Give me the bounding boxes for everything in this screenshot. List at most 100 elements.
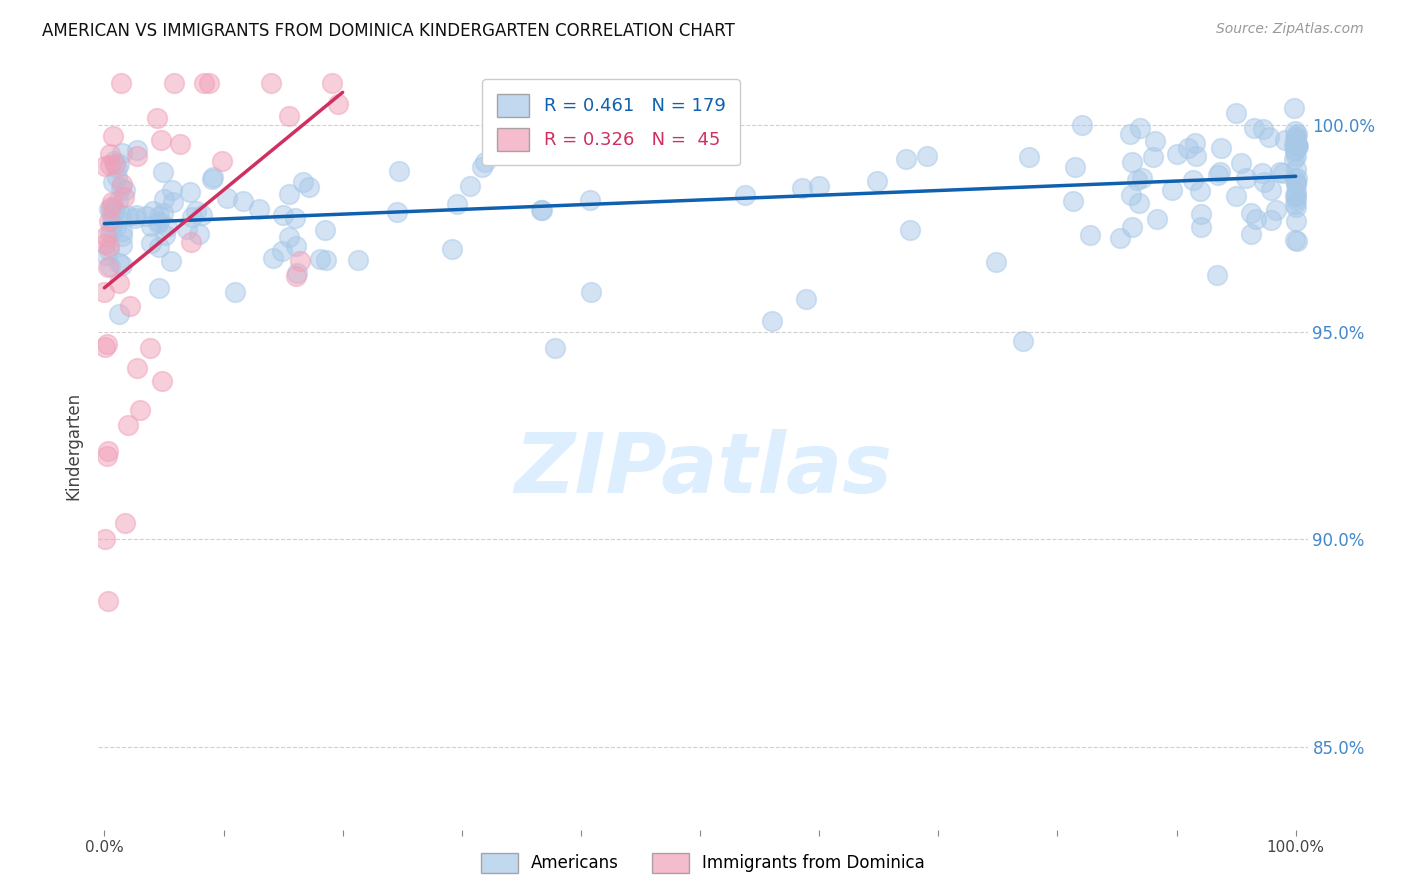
Immigrants from Dominica [94, 340, 117, 354]
Americans [1240, 205, 1263, 219]
Americans [124, 211, 146, 225]
Americans [1253, 175, 1275, 189]
Immigrants from Dominica [288, 254, 311, 268]
Americans [1284, 233, 1306, 247]
Americans [135, 209, 157, 223]
Americans [315, 252, 337, 267]
Immigrants from Dominica [197, 76, 219, 90]
Americans [104, 204, 127, 219]
Americans [111, 145, 134, 160]
Americans [915, 148, 938, 162]
Americans [191, 208, 214, 222]
Americans [1285, 193, 1308, 207]
Americans [179, 185, 201, 199]
Immigrants from Dominica [139, 342, 162, 356]
Americans [160, 253, 183, 268]
Americans [1144, 135, 1167, 149]
Americans [217, 191, 239, 205]
Americans [117, 209, 139, 223]
Immigrants from Dominica [97, 443, 120, 458]
Americans [1251, 166, 1274, 180]
Immigrants from Dominica [101, 195, 124, 210]
Immigrants from Dominica [117, 418, 139, 433]
Americans [1285, 130, 1308, 145]
Americans [387, 205, 409, 219]
Americans [298, 179, 321, 194]
Americans [103, 205, 125, 219]
Immigrants from Dominica [111, 177, 134, 191]
Immigrants from Dominica [112, 190, 135, 204]
Immigrants from Dominica [169, 137, 191, 152]
Americans [1284, 213, 1306, 227]
Americans [1208, 165, 1230, 179]
Americans [148, 239, 170, 253]
Americans [262, 252, 284, 266]
Americans [807, 179, 830, 194]
Americans [146, 216, 169, 230]
Immigrants from Dominica [149, 133, 172, 147]
Americans [1225, 105, 1247, 120]
Americans [1209, 141, 1232, 155]
Americans [986, 255, 1008, 269]
Immigrants from Dominica [93, 533, 115, 547]
Americans [1282, 137, 1305, 152]
Americans [734, 188, 756, 202]
Americans [471, 160, 494, 174]
Americans [1284, 172, 1306, 186]
Americans [1166, 146, 1188, 161]
Americans [184, 203, 207, 218]
Americans [108, 307, 131, 321]
Americans [285, 266, 308, 280]
Americans [232, 194, 254, 208]
Americans [176, 222, 198, 236]
Americans [1062, 194, 1084, 208]
Americans [1128, 196, 1150, 211]
Americans [347, 252, 370, 267]
Americans [1285, 138, 1308, 153]
Immigrants from Dominica [108, 276, 131, 290]
Americans [94, 247, 117, 261]
Immigrants from Dominica [97, 594, 120, 608]
Immigrants from Dominica [284, 269, 307, 284]
Legend: R = 0.461   N = 179, R = 0.326   N =  45: R = 0.461 N = 179, R = 0.326 N = 45 [482, 79, 740, 165]
Americans [761, 314, 783, 328]
Americans [1260, 212, 1282, 227]
Americans [440, 242, 463, 256]
Americans [224, 285, 246, 300]
Americans [153, 192, 176, 206]
Americans [104, 219, 127, 234]
Americans [181, 210, 204, 224]
Immigrants from Dominica [103, 129, 125, 144]
Americans [125, 143, 148, 157]
Americans [1012, 334, 1035, 349]
Americans [1078, 227, 1101, 242]
Americans [1284, 138, 1306, 153]
Americans [105, 170, 128, 185]
Americans [1271, 166, 1294, 180]
Americans [1285, 186, 1308, 200]
Americans [273, 208, 295, 222]
Americans [148, 209, 170, 223]
Immigrants from Dominica [127, 361, 149, 376]
Americans [285, 239, 308, 253]
Americans [101, 211, 124, 226]
Americans [1189, 219, 1212, 234]
Americans [1284, 144, 1306, 158]
Americans [1184, 149, 1206, 163]
Immigrants from Dominica [326, 97, 349, 112]
Americans [110, 180, 132, 194]
Immigrants from Dominica [98, 214, 121, 228]
Immigrants from Dominica [97, 260, 120, 274]
Immigrants from Dominica [96, 336, 118, 351]
Americans [1118, 127, 1140, 141]
Americans [474, 155, 496, 169]
Americans [633, 135, 655, 149]
Americans [1286, 139, 1309, 153]
Americans [110, 238, 132, 252]
Americans [894, 152, 917, 166]
Text: Source: ZipAtlas.com: Source: ZipAtlas.com [1216, 22, 1364, 37]
Americans [1130, 171, 1153, 186]
Immigrants from Dominica [127, 149, 149, 163]
Americans [1129, 121, 1152, 136]
Americans [792, 181, 814, 195]
